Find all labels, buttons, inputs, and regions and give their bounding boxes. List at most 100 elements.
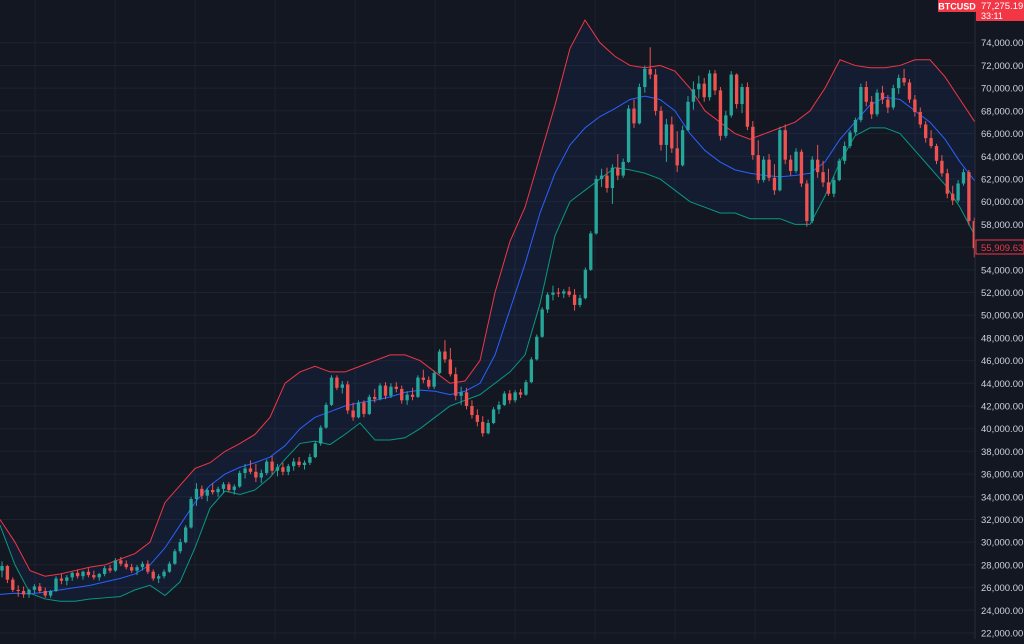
candle-30[interactable] bbox=[162, 569, 166, 579]
candle-14[interactable] bbox=[75, 569, 80, 579]
candle-173[interactable] bbox=[934, 143, 939, 165]
candle-63[interactable] bbox=[340, 381, 344, 394]
candle-6[interactable] bbox=[32, 584, 37, 594]
candle-158[interactable] bbox=[853, 117, 858, 135]
candle-101[interactable] bbox=[545, 292, 550, 313]
candle-140[interactable] bbox=[756, 140, 760, 184]
candle-11[interactable] bbox=[59, 573, 64, 585]
candle-171[interactable] bbox=[924, 121, 928, 143]
candle-36[interactable] bbox=[194, 483, 199, 506]
candle-133[interactable] bbox=[718, 87, 723, 141]
candle-66[interactable] bbox=[356, 400, 361, 419]
candle-48[interactable] bbox=[259, 469, 263, 484]
candle-8[interactable] bbox=[43, 587, 47, 598]
candle-163[interactable] bbox=[880, 85, 885, 105]
candle-98[interactable] bbox=[529, 357, 534, 384]
candle-147[interactable] bbox=[794, 148, 798, 174]
candle-165[interactable] bbox=[891, 84, 895, 110]
candle-40[interactable] bbox=[216, 486, 220, 497]
candle-70[interactable] bbox=[378, 383, 382, 401]
candle-180[interactable] bbox=[972, 217, 976, 258]
candle-15[interactable] bbox=[81, 570, 85, 580]
candle-32[interactable] bbox=[173, 549, 177, 565]
candle-55[interactable] bbox=[297, 457, 301, 468]
candle-174[interactable] bbox=[940, 155, 944, 177]
candle-62[interactable] bbox=[335, 375, 339, 391]
candles[interactable] bbox=[0, 47, 976, 598]
candle-148[interactable] bbox=[799, 149, 804, 187]
candle-135[interactable] bbox=[729, 71, 733, 118]
candle-86[interactable] bbox=[464, 387, 469, 410]
candle-119[interactable] bbox=[643, 65, 647, 93]
candle-74[interactable] bbox=[400, 385, 404, 404]
candle-49[interactable] bbox=[265, 459, 269, 476]
candle-16[interactable] bbox=[86, 568, 91, 578]
candle-112[interactable] bbox=[605, 167, 609, 193]
candle-121[interactable] bbox=[653, 68, 658, 116]
candle-58[interactable] bbox=[313, 441, 317, 459]
candle-131[interactable] bbox=[707, 69, 712, 101]
candle-137[interactable] bbox=[740, 83, 744, 114]
candle-56[interactable] bbox=[302, 460, 307, 470]
candle-38[interactable] bbox=[205, 487, 209, 502]
candle-2[interactable] bbox=[11, 577, 15, 593]
candle-123[interactable] bbox=[664, 118, 669, 162]
candle-78[interactable] bbox=[421, 369, 426, 384]
candle-110[interactable] bbox=[594, 175, 598, 235]
candle-103[interactable] bbox=[556, 287, 561, 298]
candle-102[interactable] bbox=[551, 285, 555, 301]
candle-60[interactable] bbox=[324, 402, 328, 429]
candle-79[interactable] bbox=[427, 376, 431, 389]
candle-99[interactable] bbox=[535, 334, 539, 361]
candle-177[interactable] bbox=[956, 180, 960, 203]
candle-21[interactable] bbox=[113, 558, 118, 572]
candle-72[interactable] bbox=[389, 383, 393, 399]
candle-39[interactable] bbox=[210, 483, 215, 495]
candle-76[interactable] bbox=[410, 387, 415, 401]
candle-178[interactable] bbox=[961, 168, 966, 186]
candle-175[interactable] bbox=[945, 168, 949, 199]
candle-115[interactable] bbox=[621, 158, 625, 178]
candle-27[interactable] bbox=[146, 560, 150, 574]
candle-12[interactable] bbox=[65, 575, 69, 586]
candle-13[interactable] bbox=[70, 571, 74, 581]
candle-69[interactable] bbox=[373, 388, 377, 403]
candle-161[interactable] bbox=[869, 96, 874, 119]
candle-152[interactable] bbox=[821, 160, 825, 187]
candle-172[interactable] bbox=[929, 130, 933, 149]
candle-169[interactable] bbox=[913, 94, 917, 117]
candle-145[interactable] bbox=[783, 124, 787, 165]
candle-37[interactable] bbox=[200, 485, 204, 500]
candle-81[interactable] bbox=[437, 349, 442, 375]
candle-3[interactable] bbox=[16, 585, 20, 597]
candle-107[interactable] bbox=[578, 294, 582, 308]
candle-179[interactable] bbox=[967, 169, 971, 226]
candle-10[interactable] bbox=[54, 576, 58, 593]
candle-125[interactable] bbox=[675, 131, 679, 173]
candle-59[interactable] bbox=[319, 425, 323, 446]
candle-118[interactable] bbox=[637, 83, 642, 125]
candle-0[interactable] bbox=[0, 561, 4, 578]
candle-75[interactable] bbox=[405, 391, 409, 405]
candle-144[interactable] bbox=[778, 126, 782, 192]
candle-45[interactable] bbox=[243, 463, 247, 479]
candle-71[interactable] bbox=[383, 382, 388, 400]
candle-139[interactable] bbox=[751, 121, 755, 160]
candle-157[interactable] bbox=[848, 130, 852, 149]
candle-24[interactable] bbox=[129, 563, 134, 573]
candle-33[interactable] bbox=[178, 538, 182, 554]
candle-116[interactable] bbox=[626, 105, 631, 164]
candle-90[interactable] bbox=[486, 419, 490, 435]
candle-92[interactable] bbox=[497, 401, 501, 414]
candle-53[interactable] bbox=[286, 463, 290, 476]
candle-87[interactable] bbox=[470, 400, 474, 419]
candle-94[interactable] bbox=[508, 390, 512, 404]
candle-97[interactable] bbox=[524, 379, 528, 396]
candle-143[interactable] bbox=[772, 164, 777, 195]
candle-77[interactable] bbox=[416, 375, 420, 399]
candle-28[interactable] bbox=[151, 569, 155, 581]
candle-138[interactable] bbox=[745, 82, 750, 131]
candle-95[interactable] bbox=[513, 390, 517, 403]
candle-31[interactable] bbox=[167, 561, 172, 573]
